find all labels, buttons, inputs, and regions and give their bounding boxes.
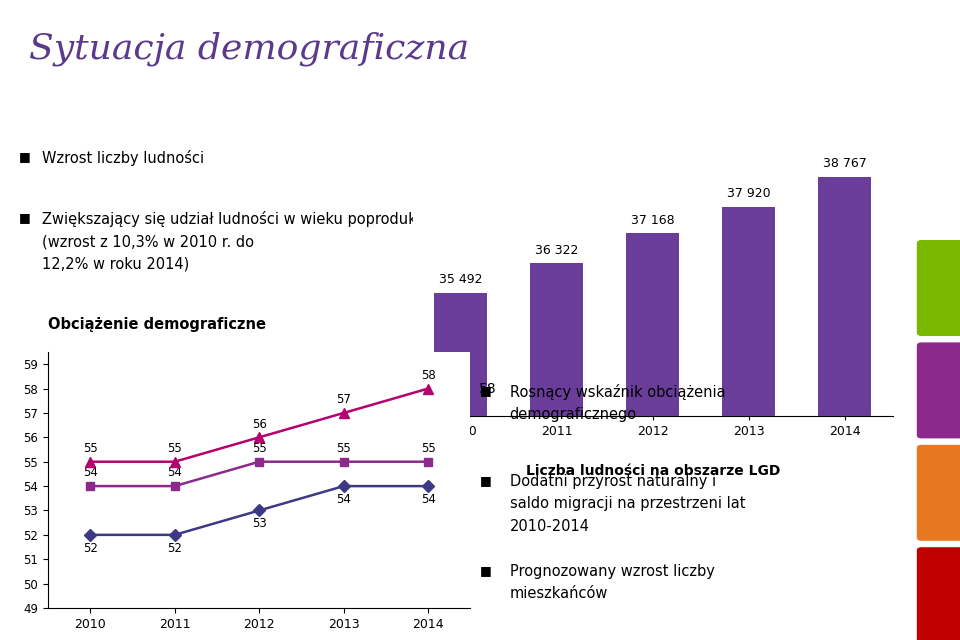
Text: 53: 53 xyxy=(252,517,267,531)
Text: 36 322: 36 322 xyxy=(535,244,579,257)
Text: ■: ■ xyxy=(480,474,492,487)
Woj. kujawsko-pomorskie xyxy=(338,409,349,417)
Text: Sytuacja demograficzna: Sytuacja demograficzna xyxy=(29,32,468,67)
Text: Zwiększający się udział ludności w wieku poprodukcyjnym
(wzrost z 10,3% w 2010 r: Zwiększający się udział ludności w wieku… xyxy=(42,211,470,272)
Powiat toruński xyxy=(253,458,265,465)
Powiat toruński xyxy=(338,458,349,465)
Text: 35 492: 35 492 xyxy=(439,273,483,286)
Bar xyxy=(530,263,583,640)
Text: ■: ■ xyxy=(480,384,492,397)
Text: 37 168: 37 168 xyxy=(631,214,675,227)
Text: ■: ■ xyxy=(480,564,492,577)
Woj. kujawsko-pomorskie xyxy=(84,458,96,465)
Text: Wzrost liczby ludności: Wzrost liczby ludności xyxy=(42,150,204,166)
Text: 55: 55 xyxy=(83,442,98,455)
Obszar LGD xyxy=(253,507,265,515)
Text: 52: 52 xyxy=(167,541,182,555)
Text: 55: 55 xyxy=(252,442,267,455)
Text: 55: 55 xyxy=(420,442,436,455)
Bar xyxy=(434,292,488,640)
Woj. kujawsko-pomorskie xyxy=(253,433,265,441)
Powiat toruński xyxy=(422,458,434,465)
Obszar LGD xyxy=(422,483,434,490)
Text: Prognozowany wzrost liczby
mieszkańców: Prognozowany wzrost liczby mieszkańców xyxy=(510,564,714,602)
Bar xyxy=(627,234,680,640)
Text: Dodatni przyrost naturalny i
saldo migracji na przestrzeni lat
2010-2014: Dodatni przyrost naturalny i saldo migra… xyxy=(510,474,745,534)
Text: Liczba ludności na obszarze LGD: Liczba ludności na obszarze LGD xyxy=(526,464,780,478)
Line: Obszar LGD: Obszar LGD xyxy=(86,482,432,539)
Bar xyxy=(818,177,872,640)
Text: Obciążenie demograficzne: Obciążenie demograficzne xyxy=(48,317,266,332)
Text: 58: 58 xyxy=(420,369,436,381)
Text: 58: 58 xyxy=(479,381,496,396)
Text: 55: 55 xyxy=(167,442,182,455)
Bar xyxy=(723,207,776,640)
Woj. kujawsko-pomorskie xyxy=(422,385,434,392)
Line: Powiat toruński: Powiat toruński xyxy=(86,458,432,490)
Woj. kujawsko-pomorskie xyxy=(169,458,180,465)
Powiat toruński xyxy=(84,483,96,490)
Text: 37 920: 37 920 xyxy=(727,188,771,200)
Text: 52: 52 xyxy=(83,541,98,555)
Powiat toruński xyxy=(169,483,180,490)
Text: ■: ■ xyxy=(19,211,31,225)
Text: ■: ■ xyxy=(19,150,31,163)
Text: 54: 54 xyxy=(420,493,436,506)
Obszar LGD xyxy=(169,531,180,539)
Obszar LGD xyxy=(338,483,349,490)
Text: 55: 55 xyxy=(336,442,351,455)
Text: 56: 56 xyxy=(252,417,267,431)
Text: 57: 57 xyxy=(336,393,351,406)
Text: 54: 54 xyxy=(336,493,351,506)
Obszar LGD xyxy=(84,531,96,539)
Text: 54: 54 xyxy=(167,467,182,479)
Text: Rosnący wskaźnik obciążenia
demograficznego: Rosnący wskaźnik obciążenia demograficzn… xyxy=(510,384,725,422)
Text: 54: 54 xyxy=(83,467,98,479)
Text: 38 767: 38 767 xyxy=(823,157,867,170)
Line: Woj. kujawsko-pomorskie: Woj. kujawsko-pomorskie xyxy=(85,384,433,467)
